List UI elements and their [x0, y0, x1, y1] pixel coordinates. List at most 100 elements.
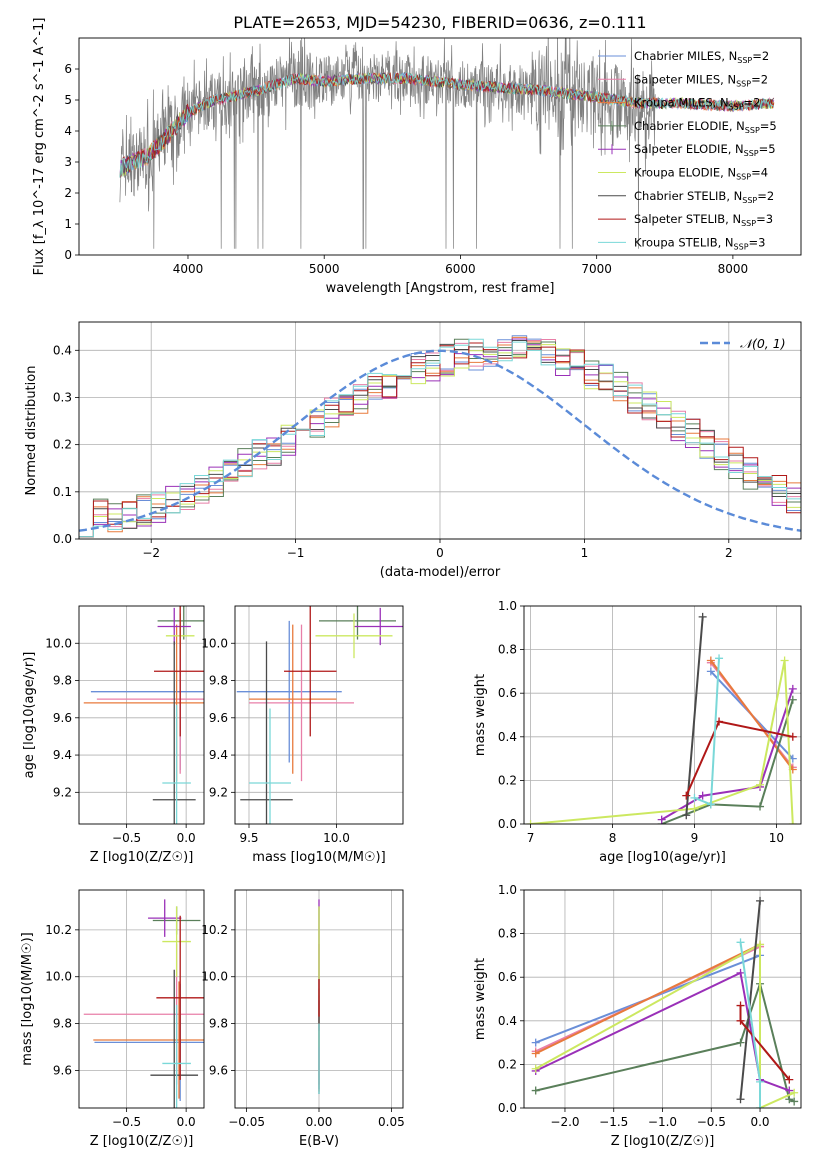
y-tick-label: 9.8	[209, 1017, 228, 1031]
weight-marker	[780, 656, 789, 665]
figure-title: PLATE=2653, MJD=54230, FIBERID=0636, z=0…	[233, 13, 646, 32]
x-axis-label: wavelength [Angstrom, rest frame]	[326, 281, 555, 296]
weight-marker	[736, 1016, 745, 1025]
y-axis-label: age [log10(age/yr)]	[22, 652, 37, 779]
y-tick-label: 0.1	[53, 485, 72, 499]
weight-marker	[736, 1095, 745, 1104]
x-axis-label: Z [log10(Z/Z☉)]	[90, 1134, 194, 1149]
y-tick-label: 9.8	[53, 1017, 72, 1031]
x-tick-label: 10.0	[323, 831, 350, 845]
axes-frame	[523, 605, 802, 825]
y-tick-label: 10.2	[45, 923, 72, 937]
y-tick-label: 0.4	[498, 730, 517, 744]
axes: −0.5 0.0 9.6 9.8 10.0 10.2 Z [log10(Z/Z☉)] mass…	[20, 889, 205, 1149]
weight-marker	[698, 791, 707, 800]
histogram-8	[79, 338, 801, 539]
axes-frame	[234, 889, 404, 1109]
errorbar-point	[148, 899, 182, 937]
axes: 4000 5000 6000 7000 8000 0 1 2 3 4 5 6 wavelength [A…	[32, 18, 802, 296]
legend-label: Kroupa STELIB, NSSP=3	[634, 235, 765, 251]
weight-marker	[785, 1075, 794, 1084]
errorbar-point	[150, 969, 199, 1108]
x-tick-label: 2	[725, 546, 733, 560]
x-tick-label: 0.0	[177, 831, 196, 845]
weight-marker	[531, 1049, 540, 1058]
weight-marker	[756, 780, 765, 789]
x-tick-label: 10	[769, 831, 784, 845]
weight-marker	[736, 1038, 745, 1047]
x-tick-label: −0.5	[697, 1115, 726, 1129]
grid	[79, 890, 204, 1108]
y-tick-label: 0.0	[53, 532, 72, 546]
weight-marker	[531, 1086, 540, 1095]
weight-marker	[736, 1001, 745, 1010]
legend-label: Chabrier STELIB, NSSP=2	[634, 189, 774, 205]
weight-marker	[756, 896, 765, 905]
weight-series-7	[685, 720, 794, 797]
axes-frame	[78, 37, 802, 256]
grid	[524, 605, 801, 825]
y-tick-label: 9.4	[209, 748, 228, 762]
errorbar-point	[162, 1004, 191, 1108]
x-tick-label: −1.0	[648, 1115, 677, 1129]
weight-marker	[756, 802, 765, 811]
x-tick-label: 9.5	[239, 831, 258, 845]
weight-marker	[790, 1097, 799, 1106]
plot-area	[526, 612, 797, 824]
x-tick-label: 5000	[309, 262, 340, 276]
y-tick-label: 0.8	[498, 643, 517, 657]
axes: −0.5 0.0 9.2 9.4 9.6 9.8 10.0 Z [log10(Z/Z☉)] ag…	[22, 605, 205, 865]
legend: 𝒩(0, 1)	[700, 336, 786, 351]
age-vs-mass-panel: 9.5 10.0 9.2 9.4 9.6 9.8 10.0 mass [log10(M/M☉)…	[201, 605, 404, 865]
y-tick-label: 1.0	[498, 599, 517, 613]
y-tick-label: 1	[64, 217, 72, 231]
errorbar-point	[156, 915, 204, 1080]
x-tick-label: 0.05	[378, 1115, 405, 1129]
residuals-panel: −2 −1 0 1 2 0.0 0.1 0.2 0.3 0.4 (data-model)/error…	[24, 321, 802, 580]
axes: −0.05 0.00 0.05 9.6 9.8 10.0 10.2 E(B-V)	[201, 889, 405, 1149]
x-tick-label: 7000	[581, 262, 612, 276]
weight-marker	[706, 667, 715, 676]
y-tick-label: 0	[64, 248, 72, 262]
legend-label: Salpeter MILES, NSSP=2	[634, 72, 768, 88]
normal-reference-curve	[79, 349, 801, 532]
y-tick-label: 0.2	[498, 773, 517, 787]
x-tick-label: −2.0	[550, 1115, 579, 1129]
weight-marker	[682, 811, 691, 820]
x-axis-label: Z [log10(Z/Z☉)]	[611, 1134, 715, 1149]
errorbar-point	[284, 606, 337, 737]
errorbar-point	[162, 906, 191, 977]
y-axis-label: Normed distribution	[24, 366, 39, 496]
plot-area	[531, 896, 799, 1108]
y-tick-label: 0.2	[498, 1057, 517, 1071]
weight-marker	[785, 1086, 794, 1095]
weight-marker	[788, 820, 797, 824]
legend-label: Kroupa MILES, NSSP=2	[634, 96, 760, 112]
y-tick-label: 9.8	[53, 674, 72, 688]
y-tick-label: 5	[64, 93, 72, 107]
axes-frame	[234, 605, 404, 825]
weight-series-2	[710, 659, 794, 771]
y-axis-label: mass [log10(M/M☉)]	[20, 932, 35, 1065]
y-tick-label: 6	[64, 62, 72, 76]
weight-marker	[531, 1064, 540, 1073]
errorbar-point	[162, 704, 191, 824]
x-tick-label: 6000	[445, 262, 476, 276]
y-axis-label: Flux [f_λ 10^-17 erg cm^-2 s^-1 A^-1]	[32, 18, 47, 276]
errorbar-point	[240, 641, 293, 824]
y-tick-label: 4	[64, 124, 72, 138]
x-tick-label: 0.0	[177, 1115, 196, 1129]
y-tick-label: 9.2	[53, 785, 72, 799]
axes-frame	[78, 605, 205, 825]
weight-vs-age-panel: 7 8 9 10 0.0 0.2 0.4 0.6 0.8 1.0 age [log10(age/yr…	[473, 599, 802, 865]
weight-series-2	[535, 943, 761, 1055]
y-tick-label: 0.0	[498, 1101, 517, 1115]
axes-frame	[78, 321, 802, 540]
weight-marker	[706, 656, 715, 665]
errorbar-point	[354, 607, 403, 646]
x-tick-label: 0.00	[306, 1115, 333, 1129]
weight-series-5	[530, 660, 794, 824]
errorbar-point	[249, 624, 354, 782]
errorbar-point	[249, 624, 337, 774]
mass-vs-ebv-panel: −0.05 0.00 0.05 9.6 9.8 10.0 10.2 E(B-V)	[201, 889, 405, 1149]
